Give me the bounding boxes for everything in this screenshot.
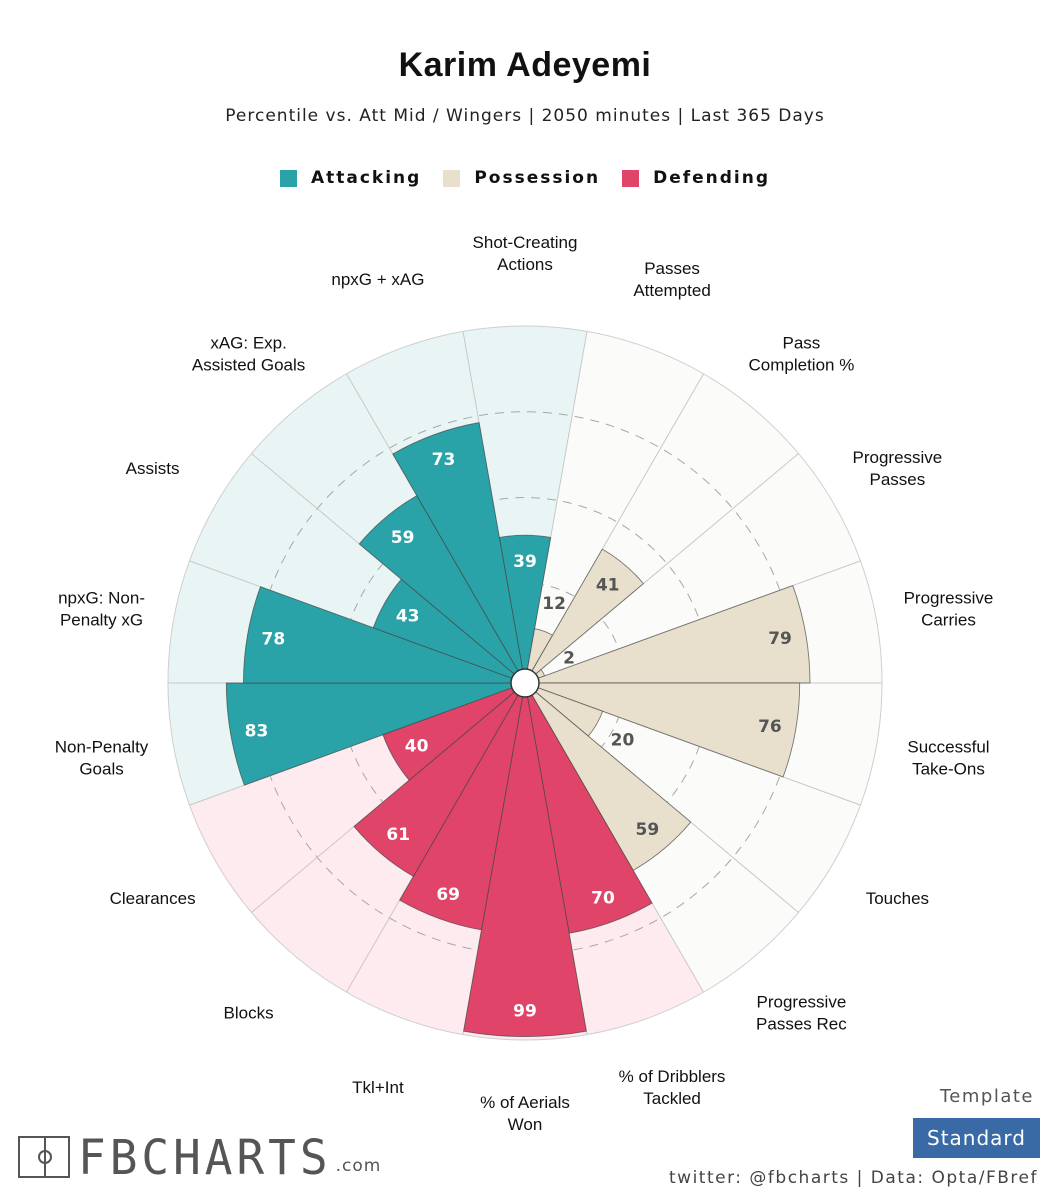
logo-text: FBCHARTS [78,1128,332,1186]
value-label-of-aerials-won: 99 [513,1002,537,1022]
value-label-assists: 43 [396,606,420,626]
legend-swatch-possession [443,169,461,187]
category-label-npxg-xag: npxG + xAG [331,270,424,289]
logo-suffix: .com [335,1156,382,1176]
legend-label-defending: Defending [653,168,771,188]
legend-swatch-attacking [279,169,297,187]
legend-label-possession: Possession [474,168,601,188]
category-label-blocks: Blocks [224,1003,274,1022]
category-label-shot-creating-actions: Shot-Creating Actions [473,233,578,274]
category-label-passes-attempted: Passes Attempted [633,259,711,300]
credits: twitter: @fbcharts | Data: Opta/FBref [669,1168,1038,1188]
bg-sector-progressive-passes [535,453,861,679]
category-label-pass-completion: Pass Completion % [748,334,854,375]
chart-title: Karim Adeyemi [398,46,652,84]
value-label-npxg-xag: 73 [432,450,456,470]
bg-sector-passes-attempted [527,331,704,671]
chart-subtitle: Percentile vs. Att Mid / Wingers | 2050 … [225,106,825,126]
value-label-xag-exp-assisted-goals: 59 [391,528,415,548]
value-label-tkl-int: 69 [436,885,460,905]
pitch-icon [18,1136,70,1178]
template-label: Template [939,1086,1034,1107]
category-label-of-dribblers-tackled: % of Dribblers Tackled [619,1067,726,1108]
category-label-touches: Touches [866,889,929,908]
category-label-tkl-int: Tkl+Int [352,1078,404,1097]
value-label-clearances: 40 [405,737,429,757]
bg-sector-touches [535,687,861,913]
value-label-of-dribblers-tackled: 70 [591,888,615,908]
value-label-passes-attempted: 12 [542,594,566,614]
value-label-touches: 20 [611,730,635,750]
category-label-progressive-carries: Progressive Carries [904,588,994,629]
fbcharts-logo: FBCHARTS .com [18,1128,382,1186]
value-label-non-penalty-goals: 83 [245,721,269,741]
category-label-assists: Assists [126,459,180,478]
legend-item-defending: Defending [622,168,770,188]
category-label-of-aerials-won: % of Aerials Won [480,1093,570,1134]
legend-item-possession: Possession [443,168,600,188]
value-label-progressive-carries: 79 [768,629,792,649]
template-button[interactable]: Standard [913,1118,1040,1158]
center-circle [510,668,540,698]
outer-ring [167,325,883,1041]
legend-item-attacking: Attacking [279,168,422,188]
category-label-progressive-passes-rec: Progressive Passes Rec [756,992,847,1033]
category-label-successful-take-ons: Successful Take-Ons [907,738,989,779]
category-label-clearances: Clearances [110,889,196,908]
category-label-xag-exp-assisted-goals: xAG: Exp. Assisted Goals [192,334,305,375]
value-label-npxg-non-penalty-xg: 78 [262,630,286,650]
value-label-successful-take-ons: 76 [758,717,782,737]
value-label-shot-creating-actions: 39 [513,552,537,572]
bg-sector-shot-creating-actions [463,326,587,670]
category-label-progressive-passes: Progressive Passes [853,448,943,489]
value-label-progressive-passes-rec: 59 [636,820,660,840]
value-label-blocks: 61 [386,825,410,845]
category-label-npxg-non-penalty-xg: npxG: Non-Penalty xG [58,588,145,629]
category-label-non-penalty-goals: Non-Penalty Goals [55,738,149,779]
value-label-pass-completion: 41 [596,575,620,595]
legend-swatch-defending [622,169,640,187]
value-label-progressive-passes: 2 [563,649,575,669]
legend-label-attacking: Attacking [310,168,422,188]
legend: Attacking Possession Defending [0,168,1050,188]
